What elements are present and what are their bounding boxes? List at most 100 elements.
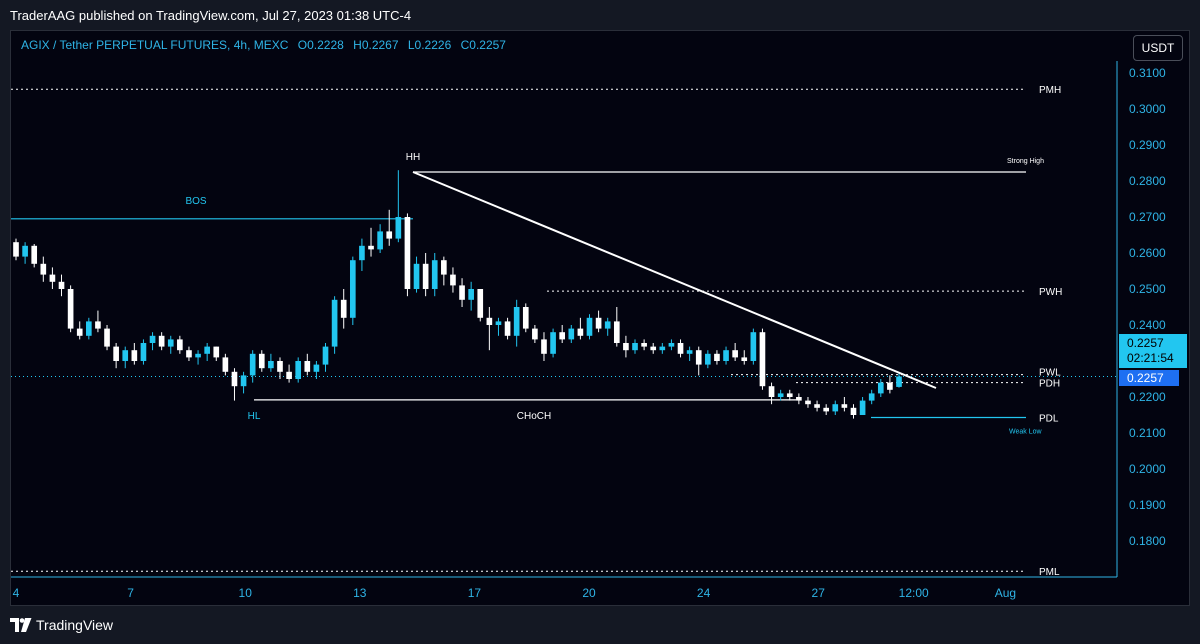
- price-tick-label: 0.2000: [1129, 462, 1166, 476]
- bear-candle: [595, 317, 602, 329]
- bull-candle: [568, 328, 575, 340]
- bull-candle: [359, 245, 365, 261]
- chart-pane[interactable]: PMH PML Strong High HH BOS PWH PWL PDH P…: [10, 30, 1190, 606]
- price-chart-canvas[interactable]: PMH PML Strong High HH BOS PWH PWL PDH P…: [11, 31, 1190, 606]
- pwh-label: PWH: [1039, 287, 1062, 298]
- bear-candle: [577, 328, 584, 336]
- time-scale[interactable]: 4 7 10 13 17 20 24 27 12:00 Aug: [13, 586, 1016, 600]
- price-tick-label: 0.2100: [1129, 426, 1166, 440]
- last-price-value: 0.2257: [1127, 336, 1164, 350]
- bear-candle: [650, 346, 657, 351]
- time-tick-label: 10: [239, 586, 253, 600]
- bear-candle: [158, 335, 165, 347]
- time-tick-label: 24: [697, 586, 711, 600]
- bull-candle: [859, 400, 866, 415]
- bear-candle: [95, 321, 101, 329]
- crosshair-price-tag: [1119, 370, 1179, 386]
- bear-candle: [222, 357, 229, 372]
- hl-label: HL: [248, 411, 261, 422]
- price-tick-label: 0.2900: [1129, 138, 1166, 152]
- price-tick-label: 0.3100: [1129, 66, 1166, 80]
- price-scale[interactable]: 0.3100 0.3000 0.2900 0.2800 0.2700 0.2600 0.25…: [1129, 66, 1166, 548]
- bull-candle: [659, 346, 666, 351]
- price-tick-label: 0.2700: [1129, 210, 1166, 224]
- bull-candle: [868, 393, 875, 401]
- time-tick-label: 27: [812, 586, 826, 600]
- symbol-legend[interactable]: AGIX / Tether PERPETUAL FUTURES, 4h, MEX…: [21, 38, 506, 52]
- hh-label: HH: [406, 152, 420, 163]
- bear-candle: [422, 263, 429, 289]
- bear-candle: [887, 382, 893, 390]
- bull-candle: [750, 332, 757, 361]
- bear-candle: [277, 361, 283, 372]
- bear-candle: [623, 343, 629, 351]
- bear-candle: [40, 263, 47, 275]
- bear-candle: [613, 321, 620, 343]
- bull-candle: [149, 335, 156, 343]
- bos-label: BOS: [185, 196, 206, 207]
- bull-candle: [495, 321, 502, 325]
- bull-candle: [140, 343, 147, 361]
- bear-candle: [477, 289, 484, 318]
- bull-candle: [896, 376, 902, 387]
- bear-candle: [532, 328, 538, 340]
- choch-label: CHoCH: [517, 411, 551, 422]
- bear-candle: [732, 350, 738, 358]
- bull-candle: [668, 343, 675, 347]
- bear-candle: [823, 407, 829, 412]
- bull-candle: [122, 350, 129, 361]
- bear-candle: [450, 274, 456, 286]
- bear-candle: [304, 361, 311, 372]
- bear-candle: [805, 400, 811, 405]
- bull-candle: [86, 321, 92, 336]
- bull-candle: [550, 332, 556, 354]
- time-tick-label: 12:00: [899, 586, 929, 600]
- price-tick-label: 0.2600: [1129, 246, 1166, 260]
- bear-candle: [677, 343, 684, 354]
- bull-candle: [604, 321, 611, 329]
- time-tick-label: 4: [13, 586, 20, 600]
- bear-candle: [559, 332, 566, 340]
- publish-line: TraderAAG published on TradingView.com, …: [10, 8, 412, 23]
- trendline[interactable]: [412, 171, 937, 389]
- bull-candle: [413, 263, 420, 289]
- bull-candle: [832, 404, 839, 412]
- bear-candle: [541, 339, 547, 354]
- bear-candle: [340, 299, 347, 318]
- bear-candle: [31, 245, 38, 264]
- pwl-label: PWL: [1039, 368, 1061, 379]
- bull-candle: [377, 231, 383, 250]
- bear-candle: [641, 343, 647, 347]
- bull-candle: [513, 307, 520, 336]
- price-tick-label: 0.2800: [1129, 174, 1166, 188]
- bear-candle: [814, 404, 820, 408]
- bull-candle: [331, 299, 338, 347]
- bull-candle: [686, 350, 693, 354]
- price-tick-label: 0.1800: [1129, 534, 1166, 548]
- pdh-label: PDH: [1039, 379, 1060, 390]
- tradingview-logo-icon: [10, 618, 32, 632]
- price-tick-label: 0.2500: [1129, 282, 1166, 296]
- bear-candle: [522, 307, 529, 329]
- close-value: C0.2257: [460, 38, 506, 52]
- bear-candle: [695, 350, 702, 365]
- high-value: H0.2267: [353, 38, 399, 52]
- bear-candle: [231, 371, 238, 387]
- bull-candle: [877, 382, 884, 394]
- bear-candle: [113, 346, 119, 361]
- price-tick-label: 0.1900: [1129, 498, 1166, 512]
- strong-high-label: Strong High: [1007, 158, 1044, 165]
- price-tick-label: 0.2200: [1129, 390, 1166, 404]
- bear-candle: [58, 281, 65, 289]
- tradingview-brand[interactable]: TradingView: [10, 617, 113, 633]
- bull-candle: [22, 245, 28, 257]
- time-tick-label: 20: [582, 586, 596, 600]
- bull-candle: [167, 339, 174, 347]
- bear-candle: [386, 231, 393, 239]
- symbol-title[interactable]: AGIX / Tether PERPETUAL FUTURES, 4h, MEX…: [21, 38, 289, 52]
- brand-name: TradingView: [36, 617, 114, 633]
- bear-candle: [714, 353, 720, 361]
- crosshair-price-value: 0.2257: [1127, 371, 1164, 385]
- bull-candle: [349, 260, 356, 318]
- currency-button[interactable]: USDT: [1133, 35, 1183, 61]
